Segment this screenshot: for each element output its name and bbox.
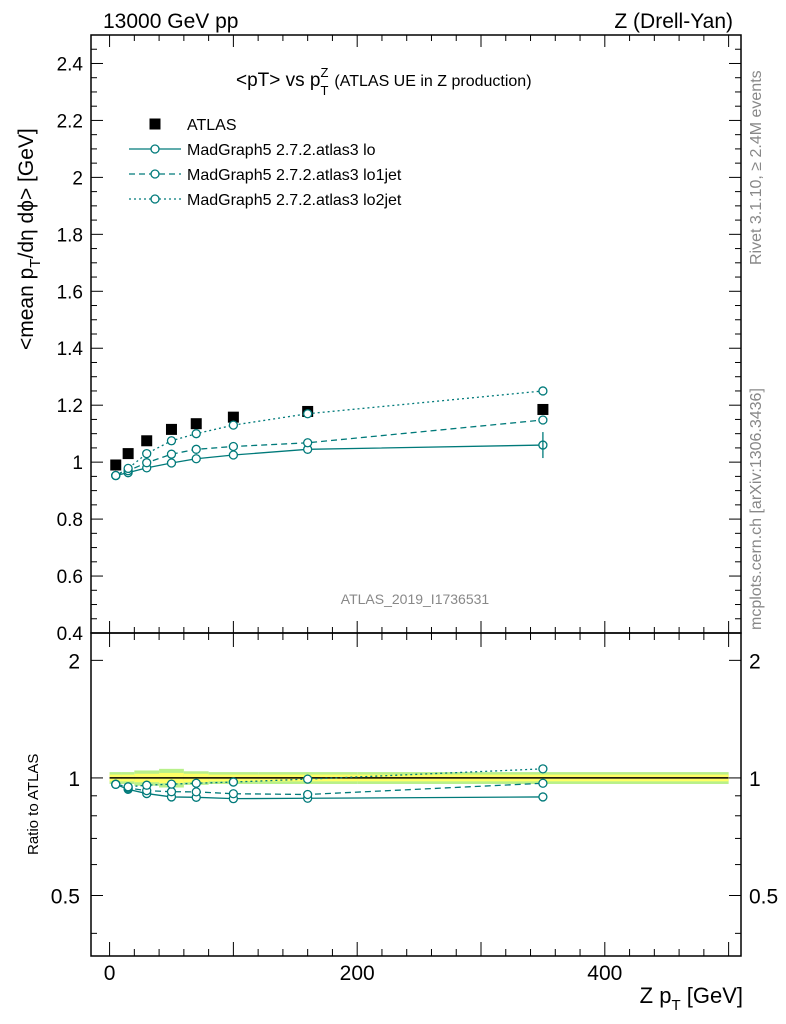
ratio-y-tick-label-right: 0.5 — [749, 886, 778, 909]
ratio-series-point — [166, 779, 177, 789]
mc-series-point — [191, 454, 201, 464]
main-ylabel: <mean pT/dη dϕ> [GeV] — [15, 128, 44, 350]
ratio-series-point — [228, 789, 239, 799]
x-tick-label: 200 — [340, 962, 375, 985]
analysis-id: ATLAS_2019_I1736531 — [341, 591, 490, 607]
atlas-data-point — [537, 403, 549, 415]
ratio-frame — [90, 632, 742, 957]
mc-series-point — [303, 409, 313, 419]
mc-series-line-solid — [115, 444, 543, 477]
main-y-tick-label: 0.4 — [57, 624, 84, 645]
ratio-series-point — [142, 780, 152, 790]
main-y-tick-label: 1.4 — [57, 339, 84, 360]
ratio-y-tick-label: 2 — [68, 650, 80, 673]
mc-series-point — [538, 415, 548, 425]
main-y-tick-label: 2 — [72, 168, 83, 189]
header-right: Z (Drell-Yan) — [614, 10, 733, 33]
legend-marker — [150, 194, 160, 204]
ratio-series-line-dashed — [115, 782, 543, 796]
ratio-y-tick-label-right: 1 — [749, 768, 761, 791]
atlas-data-point — [165, 423, 177, 435]
mc-series-point — [228, 441, 239, 452]
mcplots-label: mcplots.cern.ch [arXiv:1306.3436] — [748, 388, 765, 630]
ratio-ylabel: Ratio to ATLAS — [25, 754, 42, 855]
main-y-tick-label: 1.8 — [57, 225, 83, 246]
ratio-series-point — [166, 787, 177, 797]
ratio-series-point — [303, 774, 313, 784]
mc-series-point — [166, 436, 177, 446]
ratio-series-point — [123, 782, 133, 792]
main-plot-area: 0.4 0.6 0.8 1 1.2 1.4 1.6 1.8 2 2.2 2.4 — [57, 34, 741, 645]
mc-series-point — [228, 420, 239, 430]
ratio-series-point — [228, 777, 239, 787]
ratio-series-point — [303, 789, 313, 800]
mc-series-point — [538, 386, 548, 396]
main-title: <pT> vs pZ T(ATLAS UE in Z production) — [236, 65, 532, 98]
ratio-series-point — [191, 778, 201, 788]
ratio-plot-area: 0.5 0.5 1 1 2 2 0 200 400 — [51, 633, 778, 985]
mc-series-point — [166, 449, 177, 459]
ratio-series-point — [191, 787, 201, 797]
legend: ATLAS MadGraph5 2.7.2.atlas3 lo MadGraph5 … — [129, 117, 402, 209]
atlas-data-point — [141, 435, 153, 447]
main-y-tick-label: 2.2 — [57, 111, 83, 132]
ratio-y-tick-label: 0.5 — [51, 886, 80, 909]
ratio-series-point — [111, 779, 121, 789]
mc-series-line-dashed — [115, 419, 543, 477]
mc-series-point — [166, 458, 177, 468]
mc-series-point — [123, 463, 133, 474]
mc-series-point — [228, 450, 239, 460]
ratio-series-point — [538, 778, 548, 788]
x-tick-label: 0 — [104, 962, 116, 985]
ratio-series-point — [538, 792, 548, 802]
atlas-data-point — [227, 411, 239, 423]
header-left: 13000 GeV pp — [103, 10, 238, 33]
mc-series-point — [142, 448, 152, 459]
main-y-tick-label: 0.8 — [57, 510, 83, 531]
main-y-tick-label: 1.2 — [57, 396, 83, 417]
atlas-data-point — [190, 418, 202, 430]
legend-label: MadGraph5 2.7.2.atlas3 lo1jet — [187, 167, 402, 184]
mc-series-point — [303, 438, 313, 448]
atlas-data-point — [122, 448, 134, 460]
legend-marker-atlas — [149, 118, 161, 130]
ratio-y-tick-label-right: 2 — [749, 650, 761, 673]
legend-label: ATLAS — [187, 117, 237, 134]
mc-series-point — [191, 429, 201, 439]
legend-marker — [150, 169, 160, 179]
ratio-series-point — [538, 764, 548, 774]
ratio-y-tick-label: 1 — [68, 768, 80, 791]
mc-series-point — [142, 458, 152, 468]
rivet-label: Rivet 3.1.10, ≥ 2.4M events — [748, 70, 765, 265]
atlas-data-point — [110, 459, 122, 471]
x-tick-label: 400 — [587, 962, 622, 985]
main-y-tick-label: 1 — [72, 453, 83, 474]
legend-label: MadGraph5 2.7.2.atlas3 lo — [187, 142, 376, 159]
main-y-tick-label: 2.4 — [57, 54, 84, 75]
main-y-tick-label: 0.6 — [57, 567, 83, 588]
legend-label: MadGraph5 2.7.2.atlas3 lo2jet — [187, 192, 402, 209]
main-y-tick-label: 1.6 — [57, 282, 83, 303]
mc-series-point — [191, 444, 201, 454]
mc-series-line-dotted — [115, 390, 543, 477]
x-axis-label: Z pT [GeV] — [640, 983, 743, 1014]
legend-marker — [150, 144, 160, 154]
mc-series-point — [111, 470, 121, 481]
